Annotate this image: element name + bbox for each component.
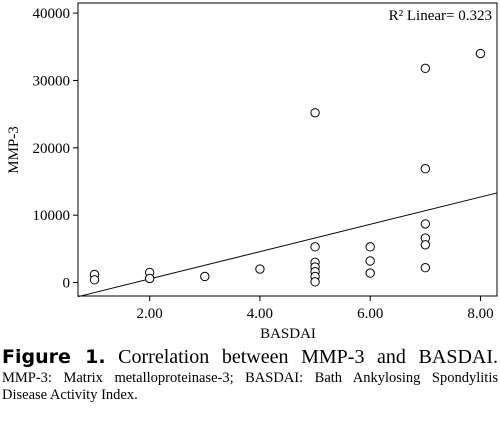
plot-area: [77, 2, 498, 297]
x-tick-label: 6.00: [357, 306, 383, 322]
data-point: [420, 163, 431, 174]
data-point: [89, 275, 100, 285]
r-squared-annotation: R² Linear= 0.323: [389, 8, 492, 24]
x-axis-title: BASDAI: [260, 326, 316, 342]
y-axis: 0 10000 20000 30000 40000: [33, 6, 78, 292]
data-point: [420, 263, 431, 273]
x-tick-label: 2.00: [137, 306, 163, 322]
data-point: [365, 256, 375, 266]
x-axis: 2.00 4.00 6.00 8.00: [137, 296, 494, 322]
y-axis-title: MMP-3: [6, 126, 22, 174]
data-point: [310, 242, 320, 252]
data-point: [310, 277, 320, 287]
data-point: [310, 108, 320, 118]
figure-caption: Figure 1. Correlation between MMP-3 and …: [2, 346, 498, 404]
data-point: [475, 48, 486, 59]
data-point: [255, 264, 265, 274]
y-tick-label: 10000: [33, 208, 71, 224]
y-tick-label: 20000: [33, 141, 71, 157]
data-point: [420, 219, 431, 229]
caption-title: Figure 1. Correlation between MMP-3 and …: [2, 346, 498, 369]
data-point: [144, 273, 155, 284]
caption-note: MMP-3: Matrix metalloproteinase-3; BASDA…: [2, 370, 498, 403]
data-point: [365, 268, 375, 278]
data-point: [420, 63, 431, 74]
data-point: [365, 242, 375, 252]
caption-text: Correlation between MMP-3 and BASDAI.: [118, 346, 498, 368]
caption-label: Figure 1.: [2, 346, 106, 368]
x-tick-label: 8.00: [467, 306, 493, 322]
data-point: [200, 271, 210, 282]
x-tick-label: 4.00: [247, 306, 273, 322]
y-tick-label: 40000: [33, 6, 71, 22]
data-points: [89, 48, 486, 287]
scatter-chart: 0 10000 20000 30000 40000 2.00 4.00 6.00 8.00 R…: [6, 2, 498, 342]
y-tick-label: 30000: [33, 73, 71, 89]
y-tick-label: 0: [63, 276, 71, 292]
data-point: [420, 240, 431, 250]
